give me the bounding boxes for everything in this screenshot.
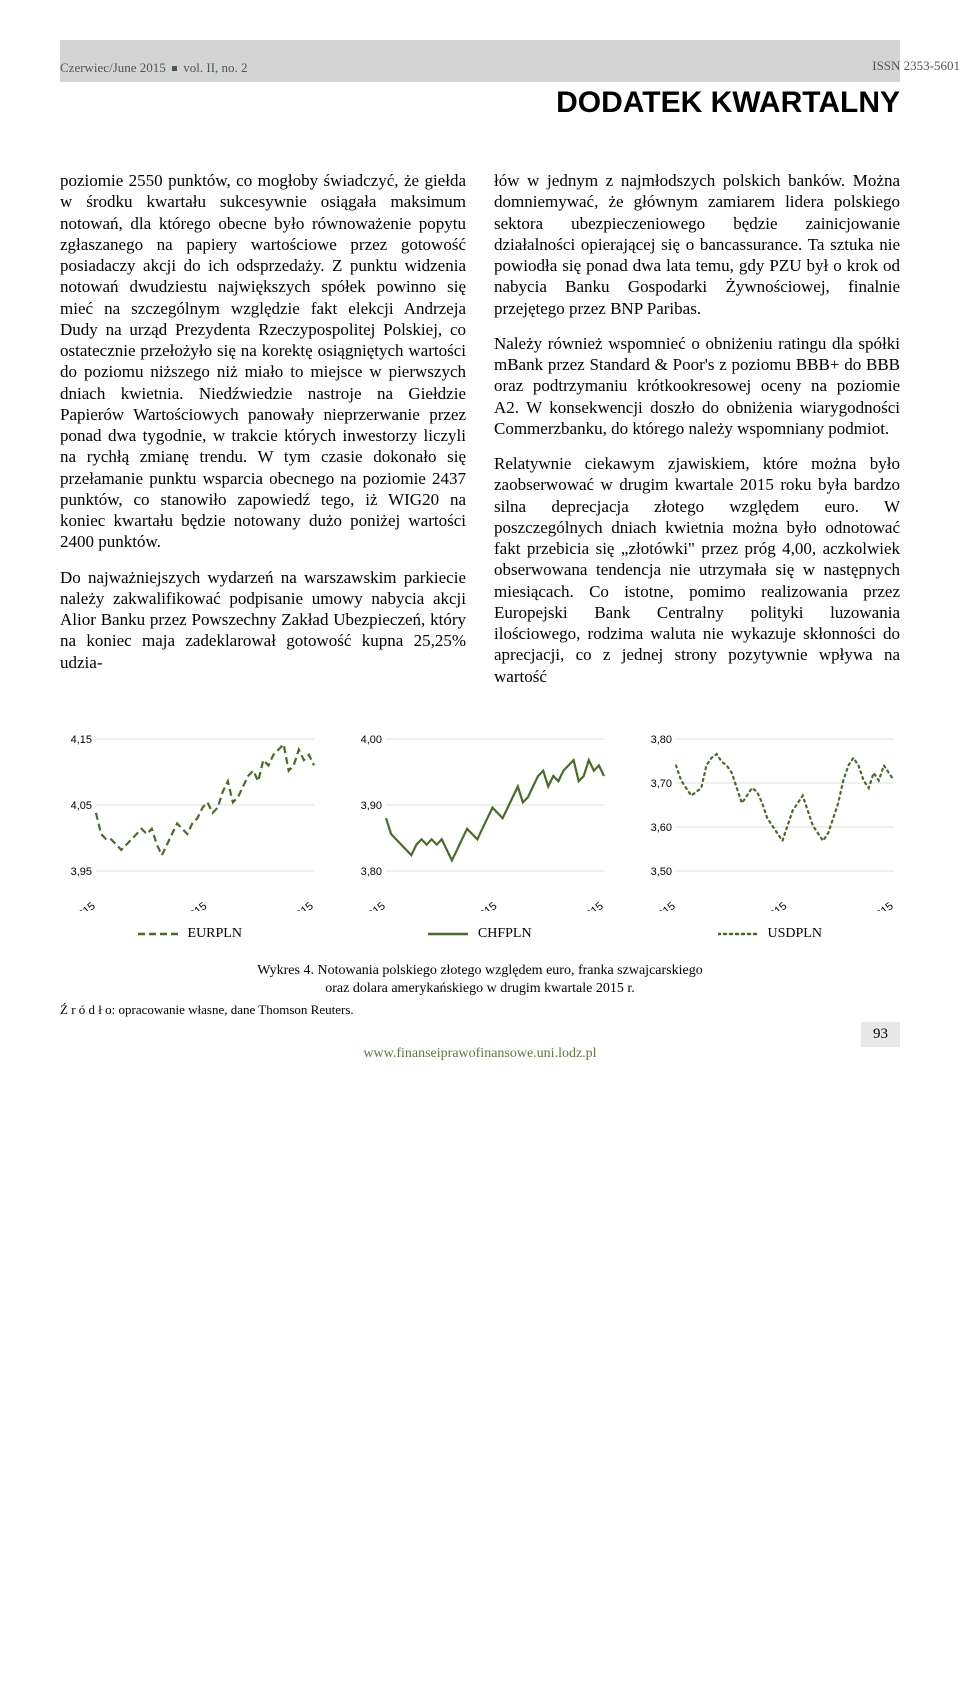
header-volume: vol. II, no. 2 [183, 60, 247, 75]
svg-text:3,70: 3,70 [651, 778, 672, 790]
solid-line-icon [428, 929, 468, 939]
svg-text:3,50: 3,50 [651, 866, 672, 878]
chart-usdpln: 3,80 3,70 3,60 3,50 4-1-2015 5-1-2015 6-1-2015 [640, 731, 900, 916]
svg-text:5-1-2015: 5-1-2015 [458, 900, 499, 911]
paragraph: łów w jednym z najmłodszych polskich ban… [494, 170, 900, 319]
footer-url: www.finanseiprawofinansowe.uni.lodz.pl [363, 1046, 596, 1062]
svg-text:3,90: 3,90 [361, 800, 382, 812]
svg-text:4,00: 4,00 [361, 734, 382, 746]
dotted-line-icon [718, 929, 758, 939]
page-title: DODATEK KWARTALNY [60, 86, 900, 120]
paragraph: poziomie 2550 punktów, co mogłoby świadc… [60, 170, 466, 553]
svg-text:3,60: 3,60 [651, 822, 672, 834]
legend-label: USDPLN [768, 926, 822, 941]
svg-text:6-1-2015: 6-1-2015 [854, 900, 895, 911]
svg-text:6-1-2015: 6-1-2015 [564, 900, 605, 911]
charts-row: 4,15 4,05 3,95 4-1-2015 5-1-2015 6-1-2015 4,0… [60, 731, 900, 916]
legend-label: CHFPLN [478, 926, 532, 941]
chart-eurpln: 4,15 4,05 3,95 4-1-2015 5-1-2015 6-1-2015 [60, 731, 320, 916]
svg-text:4-1-2015: 4-1-2015 [350, 900, 388, 911]
paragraph: Do najważniejszych wydarzeń na warszawsk… [60, 567, 466, 673]
header-issn: ISSN 2353-5601 [872, 58, 960, 74]
chart-svg: 3,80 3,70 3,60 3,50 4-1-2015 5-1-2015 6-1-2015 [640, 731, 900, 911]
svg-text:6-1-2015: 6-1-2015 [274, 900, 315, 911]
paragraph: Relatywnie ciekawym zjawiskiem, które mo… [494, 453, 900, 687]
svg-text:5-1-2015: 5-1-2015 [168, 900, 209, 911]
svg-text:3,80: 3,80 [361, 866, 382, 878]
left-column: poziomie 2550 punktów, co mogłoby świadc… [60, 170, 466, 701]
right-column: łów w jednym z najmłodszych polskich ban… [494, 170, 900, 701]
paragraph: Należy również wspomnieć o obniżeniu rat… [494, 333, 900, 439]
svg-text:4,05: 4,05 [71, 800, 92, 812]
svg-text:4-1-2015: 4-1-2015 [60, 900, 98, 911]
chart-source: Ź r ó d ł o: opracowanie własne, dane Th… [60, 1002, 900, 1018]
chart-chfpln: 4,00 3,90 3,80 4-1-2015 5-1-2015 6-1-2015 [350, 731, 610, 916]
svg-text:4,15: 4,15 [71, 734, 92, 746]
legend-label: EURPLN [188, 926, 242, 941]
dash-line-icon [138, 929, 178, 939]
legend-eurpln: EURPLN [60, 926, 320, 942]
legend-row: EURPLN CHFPLN USDPLN [60, 926, 900, 942]
page: Czerwiec/June 2015 vol. II, no. 2 ISSN 2… [0, 0, 960, 1092]
footer: 93 www.finanseiprawofinansowe.uni.lodz.p… [60, 1046, 900, 1062]
svg-text:3,95: 3,95 [71, 866, 92, 878]
caption-line: Wykres 4. Notowania polskiego złotego wz… [60, 962, 900, 980]
legend-chfpln: CHFPLN [350, 926, 610, 942]
svg-text:5-1-2015: 5-1-2015 [748, 900, 789, 911]
chart-caption: Wykres 4. Notowania polskiego złotego wz… [60, 962, 900, 998]
dot-icon [172, 66, 177, 71]
chart-svg: 4,15 4,05 3,95 4-1-2015 5-1-2015 6-1-2015 [60, 731, 320, 911]
header-meta: Czerwiec/June 2015 vol. II, no. 2 [60, 60, 248, 76]
text-columns: poziomie 2550 punktów, co mogłoby świadc… [60, 170, 900, 701]
header-band: Czerwiec/June 2015 vol. II, no. 2 [60, 40, 900, 82]
page-number: 93 [861, 1022, 900, 1047]
svg-text:4-1-2015: 4-1-2015 [640, 900, 678, 911]
chart-svg: 4,00 3,90 3,80 4-1-2015 5-1-2015 6-1-2015 [350, 731, 610, 911]
legend-usdpln: USDPLN [640, 926, 900, 942]
header-date: Czerwiec/June 2015 [60, 60, 166, 75]
svg-text:3,80: 3,80 [651, 734, 672, 746]
caption-line: oraz dolara amerykańskiego w drugim kwar… [60, 980, 900, 998]
